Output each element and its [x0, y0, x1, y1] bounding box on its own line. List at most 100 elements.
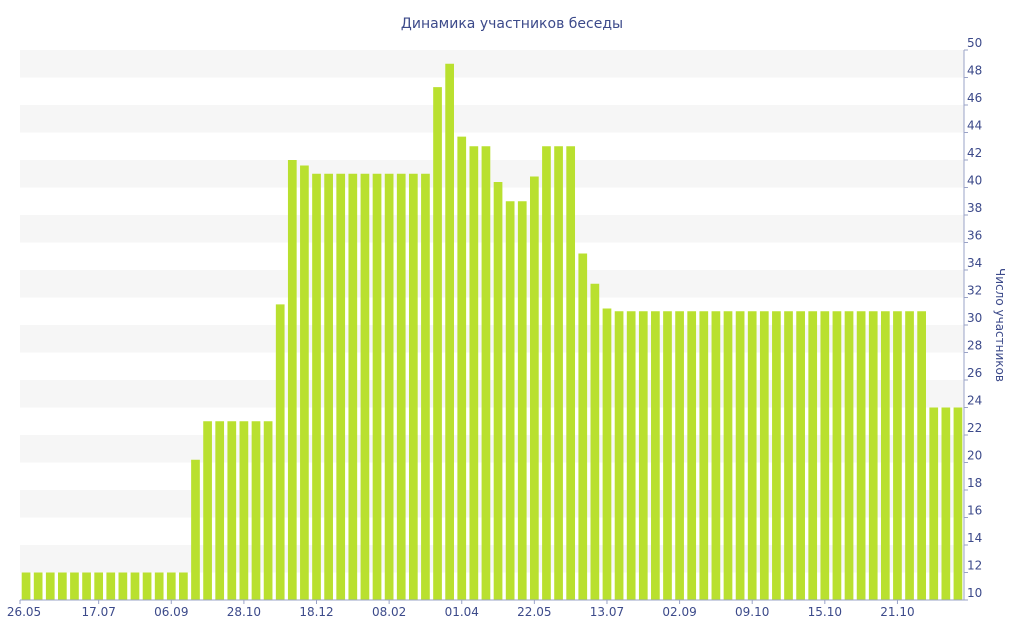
x-tick-label: 13.07	[590, 605, 624, 619]
x-tick-label: 22.05	[517, 605, 551, 619]
grid-band	[20, 380, 964, 408]
bar	[82, 572, 91, 600]
bar	[735, 311, 745, 600]
bar	[372, 173, 382, 600]
bar	[130, 572, 140, 600]
bar	[154, 572, 164, 600]
grid-band	[20, 545, 964, 573]
bar	[45, 572, 55, 600]
x-tick-label: 26.05	[7, 605, 41, 619]
bar	[820, 311, 830, 600]
bar	[469, 146, 479, 600]
y-tick-label: 22	[967, 421, 982, 435]
y-tick-label: 36	[967, 229, 982, 243]
x-tick-label: 17.07	[81, 605, 115, 619]
y-tick-label: 16	[967, 504, 982, 518]
bar	[711, 311, 721, 600]
bar	[457, 136, 467, 601]
y-tick-label: 12	[967, 559, 982, 573]
y-tick-label: 14	[967, 531, 982, 545]
bar	[917, 311, 926, 600]
x-axis-ticks: 26.05 17.07 06.09 28.10 18.12 08.02 01.04 22.05…	[7, 600, 915, 619]
bar	[517, 201, 527, 600]
x-tick-label: 21.10	[880, 605, 914, 619]
y-tick-label: 20	[967, 449, 982, 463]
bar	[905, 311, 914, 600]
bar	[312, 173, 321, 600]
bar	[651, 311, 660, 600]
bar	[638, 311, 648, 600]
bar	[336, 173, 346, 600]
y-tick-label: 32	[967, 284, 982, 298]
bar	[396, 173, 406, 600]
bar	[348, 173, 358, 600]
x-tick-label: 09.10	[735, 605, 769, 619]
x-tick-label: 15.10	[808, 605, 842, 619]
bar	[929, 407, 939, 600]
y-tick-label: 34	[967, 256, 982, 270]
bar	[614, 311, 624, 600]
bar	[106, 572, 116, 600]
y-tick-label: 38	[967, 201, 982, 215]
y-tick-label: 24	[967, 394, 982, 408]
bar	[215, 421, 225, 600]
bar	[796, 311, 805, 600]
y-tick-label: 44	[967, 119, 982, 133]
bar	[868, 311, 878, 600]
bar	[118, 572, 128, 600]
bar	[832, 311, 842, 600]
bar	[759, 311, 769, 600]
bar	[784, 311, 793, 600]
bar	[287, 160, 297, 600]
bar	[493, 182, 503, 600]
bar	[566, 146, 576, 600]
bar	[33, 572, 43, 600]
y-axis-label: Число участников	[993, 268, 1007, 382]
bar	[772, 311, 781, 600]
x-tick-label: 02.09	[662, 605, 696, 619]
bar	[554, 146, 563, 600]
x-tick-label: 28.10	[227, 605, 261, 619]
bar	[844, 311, 854, 600]
bar	[530, 176, 539, 600]
grid-band	[20, 215, 964, 243]
bar	[481, 146, 491, 600]
y-tick-label: 48	[967, 64, 982, 78]
y-tick-label: 46	[967, 91, 982, 105]
chart-title: Динамика участников беседы	[401, 16, 623, 32]
bar	[142, 572, 152, 600]
y-tick-label: 18	[967, 476, 982, 490]
bar	[324, 173, 333, 600]
grid-band	[20, 325, 964, 353]
grid-band	[20, 435, 964, 463]
y-tick-label: 28	[967, 339, 982, 353]
x-tick-label: 01.04	[445, 605, 479, 619]
bar	[227, 421, 237, 600]
bar	[58, 572, 67, 600]
bar	[166, 572, 176, 600]
y-tick-label: 42	[967, 146, 982, 160]
bar	[856, 311, 866, 600]
grid-band	[20, 270, 964, 298]
bar	[699, 311, 709, 600]
bar	[626, 311, 636, 600]
bar	[578, 253, 588, 600]
bar	[21, 572, 31, 600]
bar	[941, 407, 951, 600]
bar	[602, 308, 612, 600]
bar	[251, 421, 261, 600]
bar	[408, 173, 418, 600]
bar	[179, 572, 188, 600]
bar	[360, 173, 370, 600]
bar	[505, 201, 515, 600]
y-tick-label: 30	[967, 311, 982, 325]
grid-band	[20, 490, 964, 518]
bar	[263, 421, 273, 600]
bar	[433, 87, 442, 600]
bar	[675, 311, 684, 600]
bar	[275, 304, 285, 601]
grid-band	[20, 160, 964, 188]
y-tick-label: 10	[967, 586, 982, 600]
bar	[445, 63, 454, 600]
